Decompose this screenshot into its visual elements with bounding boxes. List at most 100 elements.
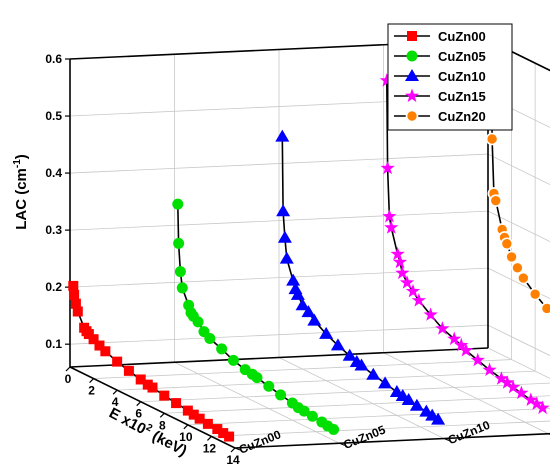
data-series xyxy=(68,29,550,442)
y-tick-label: 0.6 xyxy=(45,52,62,66)
data-point xyxy=(182,405,193,416)
data-point xyxy=(470,352,485,367)
legend: CuZn00 CuZn05 CuZn10 CuZn15 CuZn20 xyxy=(387,23,513,131)
series-cuzn15 xyxy=(379,73,550,415)
data-point xyxy=(224,431,235,442)
x-tick-label: 10 xyxy=(179,430,193,444)
grid-line xyxy=(93,359,512,379)
axis-line xyxy=(69,366,236,449)
data-point xyxy=(276,204,291,217)
data-point xyxy=(431,412,446,425)
x-tick-label: 8 xyxy=(159,418,166,432)
data-point xyxy=(306,410,318,422)
data-point xyxy=(173,237,185,249)
data-point xyxy=(514,385,529,400)
grid-line xyxy=(278,357,445,439)
data-point xyxy=(100,346,111,357)
data-point xyxy=(506,379,521,394)
data-point xyxy=(489,194,503,207)
data-point xyxy=(366,367,381,380)
legend-label: CuZn10 xyxy=(438,69,486,84)
z-tick-mark xyxy=(234,447,241,451)
x-tick-mark xyxy=(65,366,71,372)
data-point xyxy=(218,428,229,439)
data-point xyxy=(405,69,419,81)
z-tick-label: CuZn00 xyxy=(237,427,283,457)
series-cuzn10 xyxy=(275,129,446,425)
data-point xyxy=(286,273,301,286)
axis-line xyxy=(487,39,550,72)
z-tick-label: CuZn05 xyxy=(341,422,387,452)
data-point xyxy=(354,358,369,371)
data-point xyxy=(112,356,123,367)
grid-line xyxy=(211,420,550,437)
grid-line xyxy=(487,210,550,242)
data-point xyxy=(379,73,394,87)
axis-line xyxy=(234,432,550,449)
data-point xyxy=(500,375,515,389)
x-tick-mark xyxy=(112,389,118,395)
data-point xyxy=(68,280,79,291)
data-point xyxy=(405,109,419,123)
data-point xyxy=(192,316,204,328)
data-point xyxy=(94,340,105,351)
z-tick-label: CuZn10 xyxy=(446,418,492,448)
x-axis-title: E x102 (keV) xyxy=(106,404,190,460)
grid-line xyxy=(383,352,549,435)
data-point xyxy=(482,362,497,377)
series-line xyxy=(281,136,439,421)
data-point xyxy=(500,237,514,251)
z-tick-mark xyxy=(443,437,450,442)
data-point xyxy=(390,246,405,261)
grid-line xyxy=(487,267,550,300)
data-point xyxy=(263,380,275,392)
data-point xyxy=(174,266,186,278)
data-point xyxy=(384,220,399,234)
x-tick-label: 2 xyxy=(88,384,95,398)
x-tick-mark xyxy=(207,436,212,441)
series-cuzn20 xyxy=(484,29,550,315)
x-tick-mark xyxy=(183,424,189,430)
x-tick-label: 14 xyxy=(226,453,240,467)
grid-line xyxy=(487,324,550,357)
data-point xyxy=(406,50,418,62)
data-point xyxy=(409,398,424,411)
x-tick-label: 4 xyxy=(112,395,119,409)
data-point xyxy=(194,413,205,424)
data-point xyxy=(395,265,410,280)
data-point xyxy=(83,329,94,340)
data-point xyxy=(147,382,158,393)
y-tick-label: 0.3 xyxy=(45,223,62,237)
data-point xyxy=(251,372,263,384)
data-point xyxy=(485,132,499,146)
data-point xyxy=(172,198,184,210)
data-point xyxy=(290,287,305,300)
data-point xyxy=(411,293,426,307)
data-point xyxy=(216,343,228,355)
data-point xyxy=(212,424,223,435)
z-tick-mark xyxy=(339,442,345,446)
data-point xyxy=(378,376,393,389)
grid-line xyxy=(117,370,536,391)
data-point xyxy=(342,348,357,361)
data-point xyxy=(70,298,81,309)
data-point xyxy=(517,271,530,285)
legend-label: CuZn20 xyxy=(438,109,486,124)
x-tick-mark xyxy=(89,378,94,383)
data-point xyxy=(529,396,544,411)
data-point xyxy=(279,251,294,264)
data-point xyxy=(535,400,550,415)
data-point xyxy=(330,338,345,351)
data-point xyxy=(88,334,99,345)
data-point xyxy=(523,392,538,406)
y-axis-title: LAC (cm-1) xyxy=(12,154,30,230)
y-tick-label: 0.1 xyxy=(45,337,62,351)
z-tick-mark xyxy=(548,433,550,435)
data-point xyxy=(540,302,550,315)
data-point xyxy=(380,160,395,175)
legend-label: CuZn05 xyxy=(438,49,486,64)
x-tick-mark xyxy=(159,412,165,418)
grid-line xyxy=(187,407,550,426)
data-point xyxy=(188,409,199,420)
